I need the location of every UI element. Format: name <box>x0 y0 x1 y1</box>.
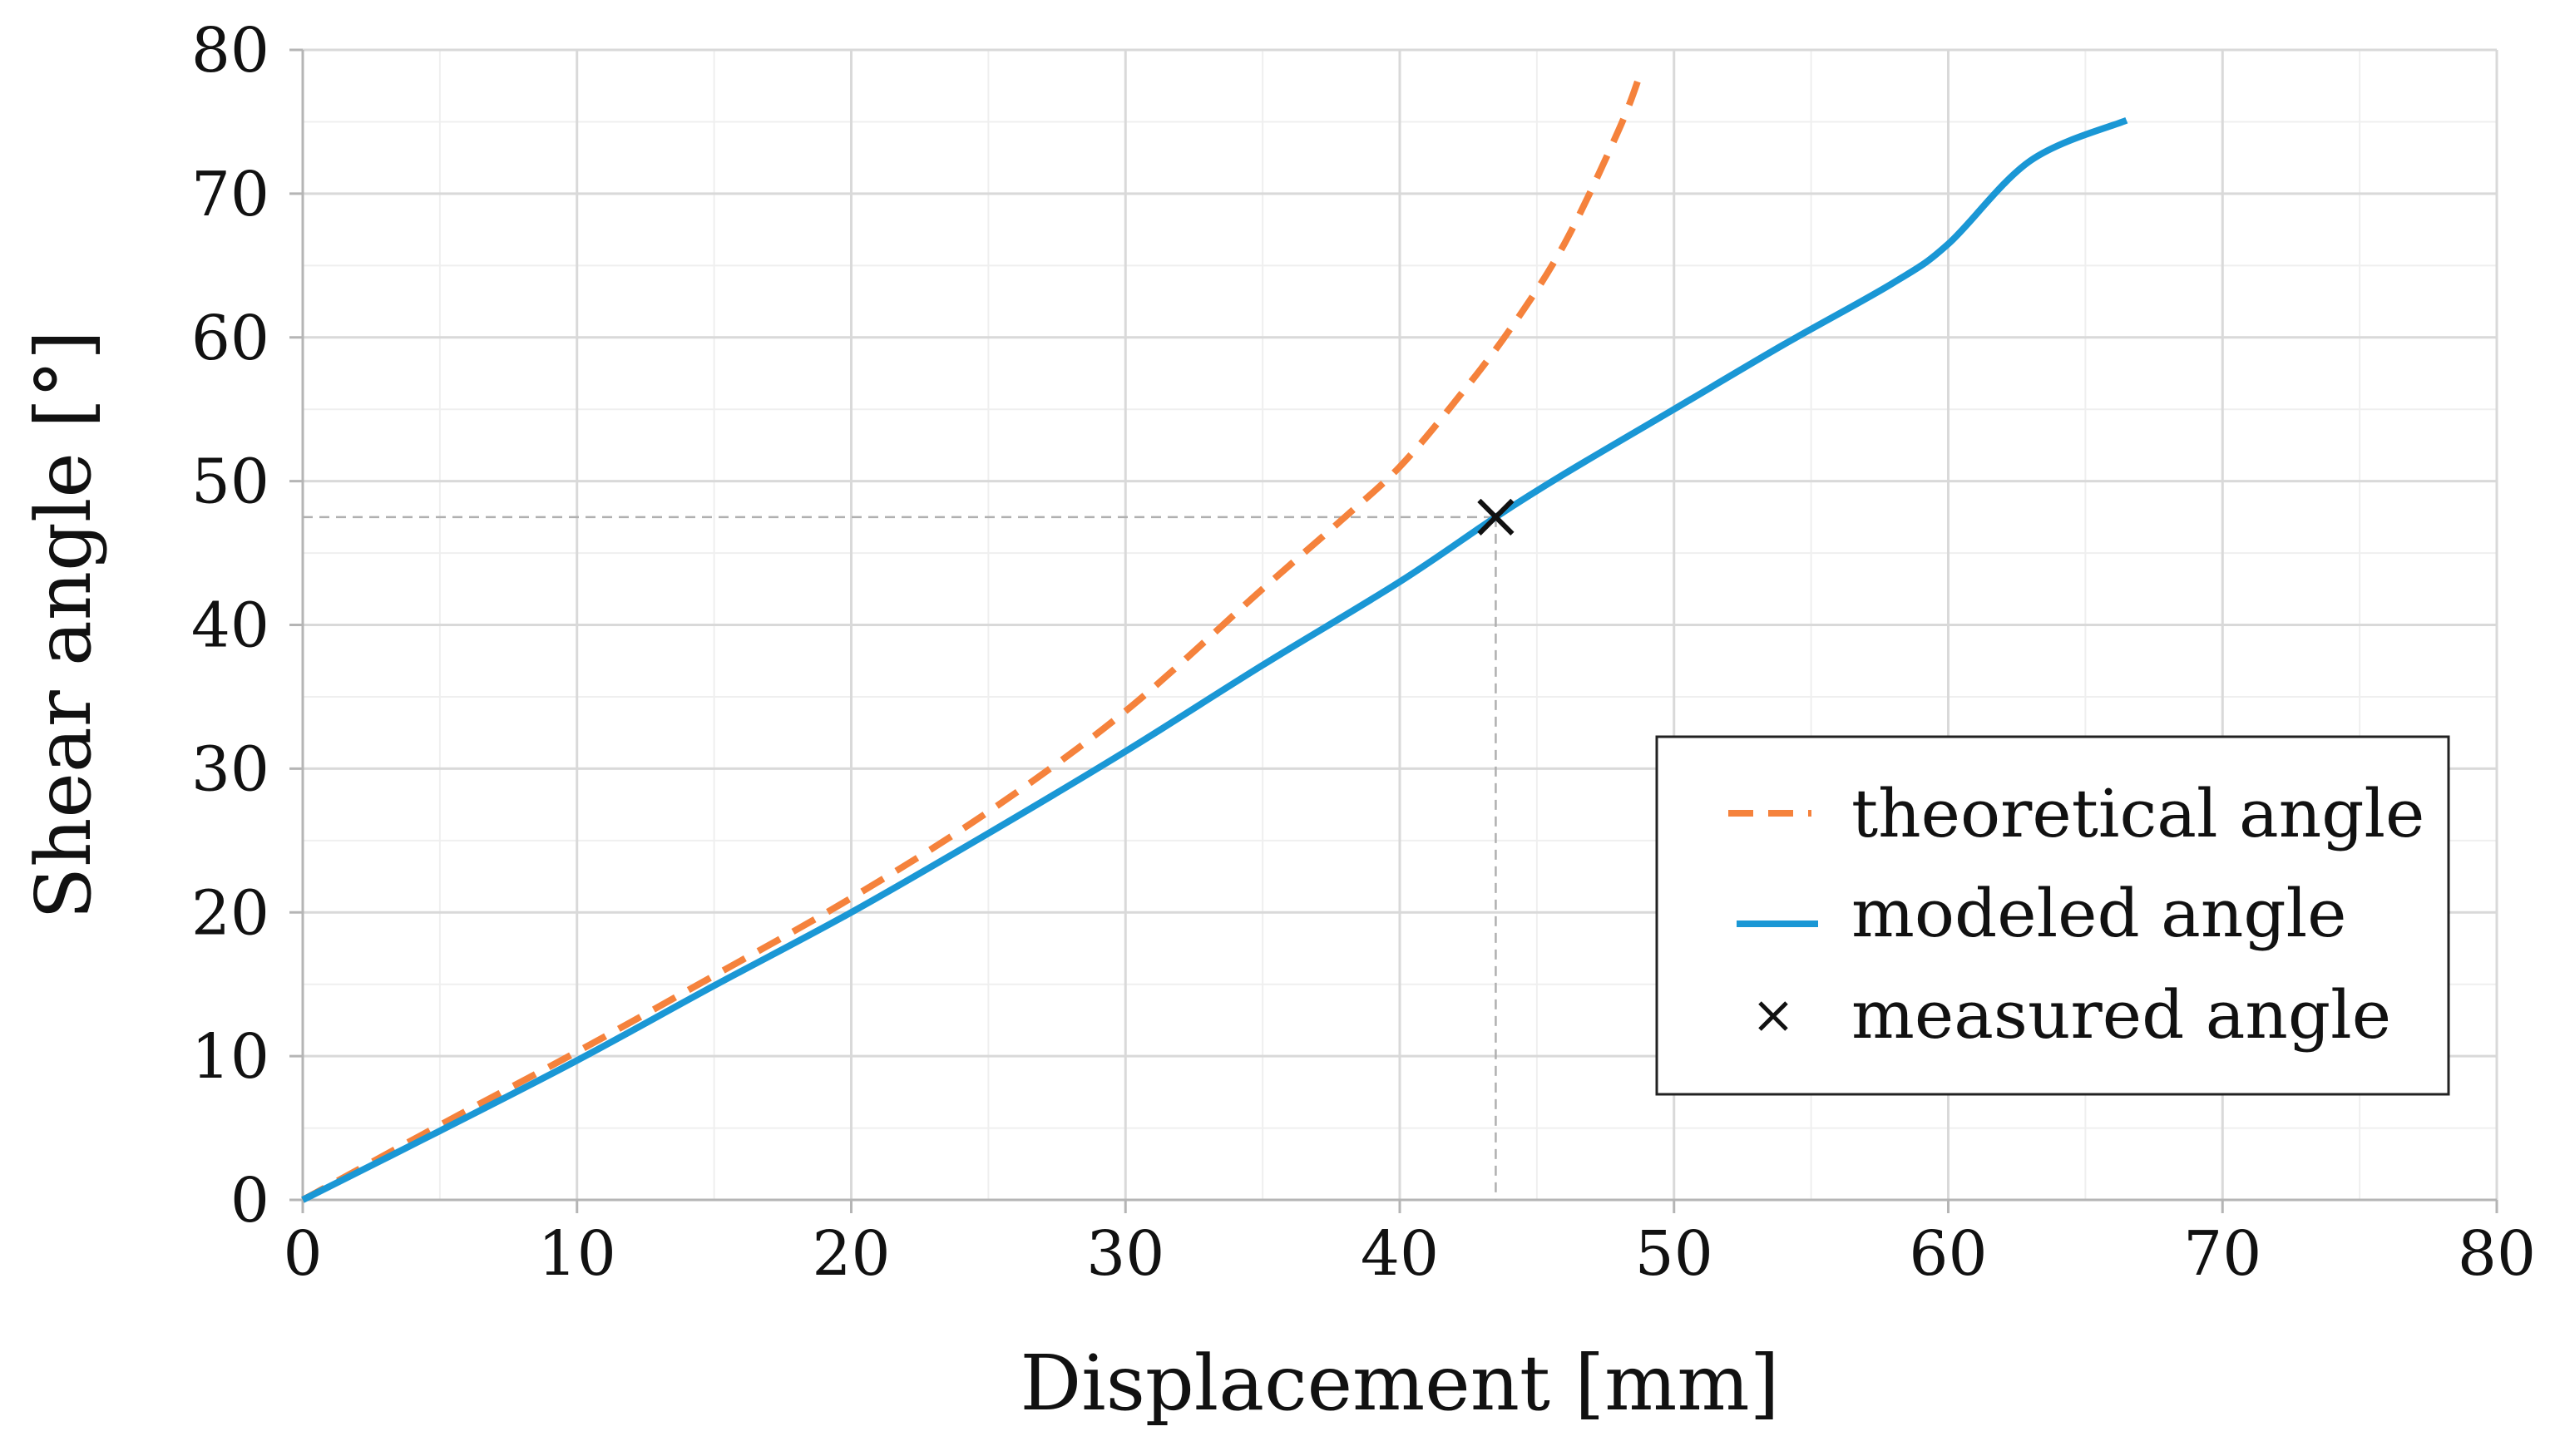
x-axis-title: Displacement [mm] <box>1020 1339 1780 1428</box>
y-tick-label: 70 <box>191 159 269 230</box>
x-tick-label: 30 <box>1086 1218 1164 1290</box>
series-line-modeled <box>301 117 2128 1203</box>
y-tick-label: 60 <box>191 303 269 374</box>
marker-stroke <box>1477 498 1515 536</box>
y-tick-labels: 0 10 20 30 40 50 60 70 80 <box>191 15 303 1236</box>
x-tick-label: 50 <box>1635 1218 1713 1290</box>
y-tick-label: 0 <box>230 1165 269 1236</box>
y-tick-label: 30 <box>191 733 269 805</box>
y-tick-label: 10 <box>191 1021 269 1093</box>
x-tick-label: 70 <box>2183 1218 2261 1290</box>
legend-box <box>1655 735 2450 1096</box>
legend-label-theoretical: theoretical angle <box>1851 775 2424 852</box>
y-tick-label: 50 <box>191 447 269 518</box>
x-tick-label: 20 <box>812 1218 890 1290</box>
legend-swatch-measured <box>1758 1001 1788 1031</box>
legend-label-measured: measured angle <box>1851 976 2391 1054</box>
y-tick-label: 40 <box>191 590 269 662</box>
x-tick-label: 0 <box>283 1218 322 1290</box>
measured-angle-marker <box>1477 498 1515 536</box>
measurement-guide-lines <box>303 516 1497 1200</box>
marker-stroke <box>1758 1001 1788 1031</box>
x-tick-label: 10 <box>538 1218 616 1290</box>
series-line-theoretical <box>301 70 1644 1203</box>
x-tick-label: 40 <box>1361 1218 1439 1290</box>
y-tick-label: 20 <box>191 877 269 949</box>
x-tick-labels: 0 10 20 30 40 50 60 70 80 <box>283 1200 2536 1290</box>
x-tick-label: 60 <box>1909 1218 1987 1290</box>
y-tick-label: 80 <box>191 15 269 86</box>
y-axis-title: Shear angle [°] <box>19 330 108 920</box>
legend-label-modeled: modeled angle <box>1851 875 2347 952</box>
data-series <box>301 70 2128 1203</box>
legend: theoretical angle modeled angle measured… <box>1655 735 2450 1096</box>
measured-markers <box>1477 498 1515 536</box>
x-tick-label: 80 <box>2458 1218 2536 1290</box>
